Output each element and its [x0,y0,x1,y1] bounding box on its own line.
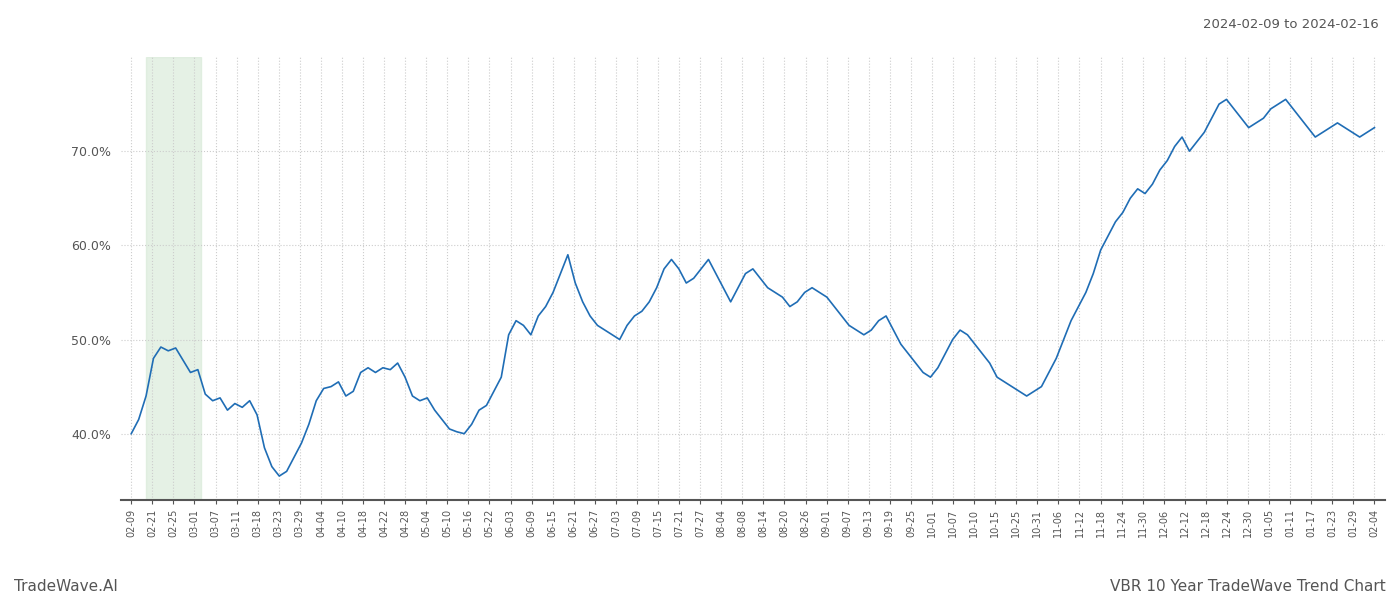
Bar [146,57,200,500]
Text: VBR 10 Year TradeWave Trend Chart: VBR 10 Year TradeWave Trend Chart [1110,579,1386,594]
Text: TradeWave.AI: TradeWave.AI [14,579,118,594]
Text: 2024-02-09 to 2024-02-16: 2024-02-09 to 2024-02-16 [1203,18,1379,31]
